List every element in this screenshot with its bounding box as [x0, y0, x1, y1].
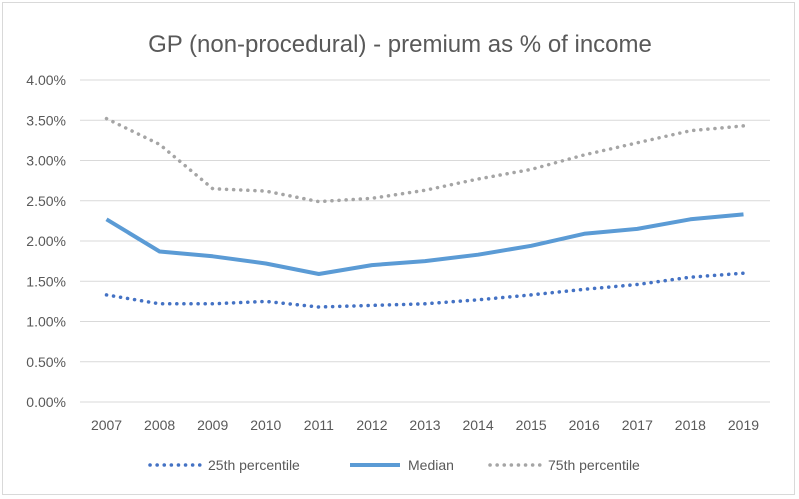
x-tick-label: 2011: [304, 417, 334, 433]
legend-label: 75th percentile: [548, 457, 640, 473]
x-tick-label: 2015: [516, 417, 547, 433]
x-tick-label: 2016: [569, 417, 600, 433]
y-tick-label: 2.50%: [26, 193, 66, 209]
x-tick-label: 2008: [144, 417, 175, 433]
chart-title: GP (non-procedural) - premium as % of in…: [148, 31, 652, 58]
y-tick-label: 0.00%: [26, 394, 66, 410]
x-axis-ticks: 2007 2008 2009 2010 2011 2012 2013 2014 2015 2016…: [91, 417, 759, 433]
legend-label: Median: [408, 457, 454, 473]
x-tick-label: 2014: [462, 417, 493, 433]
legend: 25th percentile Median 75th percentile: [148, 457, 640, 473]
x-tick-label: 2013: [409, 417, 440, 433]
legend-item: 75th percentile: [488, 457, 640, 473]
y-tick-label: 1.00%: [26, 314, 66, 330]
x-tick-label: 2017: [622, 417, 653, 433]
x-tick-label: 2019: [728, 417, 759, 433]
y-tick-label: 3.00%: [26, 153, 66, 169]
y-tick-label: 1.50%: [26, 273, 66, 289]
y-axis-ticks: 0.00% 0.50% 1.00% 1.50% 2.00% 2.50% 3.00% 3.50%…: [26, 72, 66, 410]
x-tick-label: 2009: [197, 417, 228, 433]
series-layer: [104, 116, 746, 309]
x-tick-label: 2018: [675, 417, 706, 433]
x-tick-label: 2007: [91, 417, 122, 433]
grid-layer: [80, 79, 770, 403]
legend-item: Median: [350, 457, 454, 473]
x-tick-label: 2012: [356, 417, 387, 433]
series-line-75th-percentile: [104, 116, 746, 204]
legend-item: 25th percentile: [148, 457, 300, 473]
legend-label: 25th percentile: [208, 457, 300, 473]
y-tick-label: 3.50%: [26, 112, 66, 128]
y-tick-label: 0.50%: [26, 354, 66, 370]
series-line-25th-percentile: [104, 271, 746, 309]
y-tick-label: 4.00%: [26, 72, 66, 88]
series-line-median: [105, 212, 744, 276]
y-tick-label: 2.00%: [26, 233, 66, 249]
x-tick-label: 2010: [250, 417, 281, 433]
